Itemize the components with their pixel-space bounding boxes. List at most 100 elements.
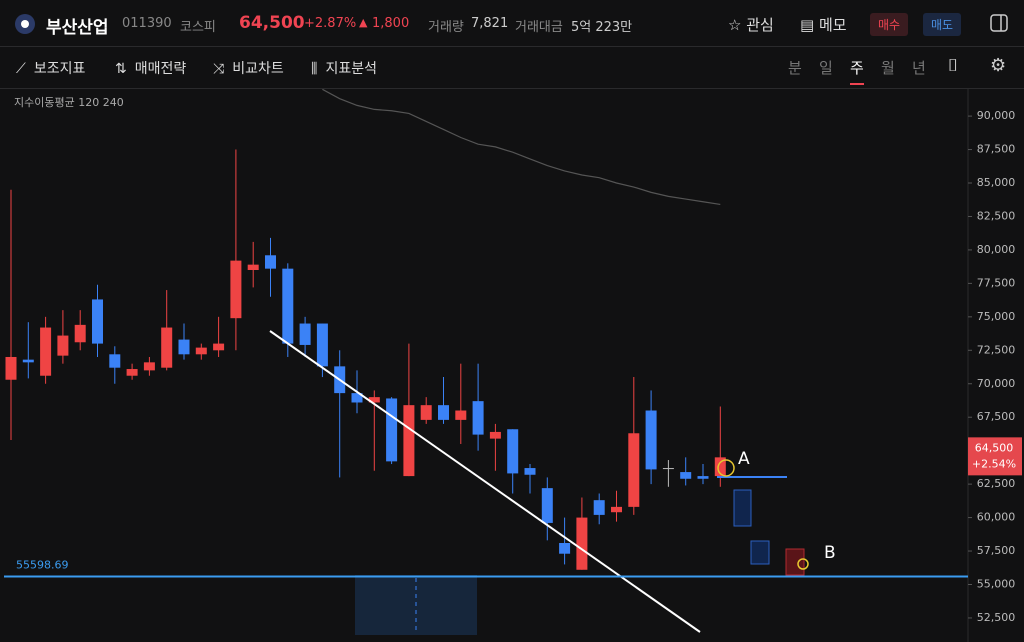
candle-body — [524, 468, 536, 475]
sell-button[interactable]: 매도 — [923, 13, 962, 36]
tool-label: 보조지표 — [33, 61, 86, 77]
y-tick-label: 67,500 — [977, 410, 1016, 423]
candle-body — [282, 268, 294, 344]
period-tab[interactable]: 일 — [819, 59, 833, 77]
period-tab[interactable]: 분 — [788, 59, 802, 77]
tool-label: 지표분석 — [325, 61, 377, 77]
horizontal-line-label: 55598.69 — [16, 558, 69, 571]
candle-body — [455, 410, 467, 420]
candle-body — [472, 401, 484, 435]
candle-body — [230, 260, 242, 319]
candle-body — [40, 327, 52, 376]
chart: 지수이동평균 120 240 52,500 55,000 57,500 60,000 6… — [4, 89, 1022, 642]
logo — [15, 14, 35, 34]
header: 부산산업 011390 코스피 64,500 +2.87% ▲ 1,800 거래… — [0, 0, 1024, 47]
candle-body — [57, 335, 69, 356]
candle-body — [22, 359, 34, 363]
volume: 7,821 — [471, 16, 509, 31]
amount-label: 거래대금 — [515, 20, 563, 35]
watch-label: 관심 — [746, 16, 774, 34]
candle-body — [714, 457, 726, 477]
y-tick-label: 72,500 — [977, 343, 1016, 356]
market: 코스피 — [180, 20, 216, 35]
candle-body — [178, 339, 190, 355]
candle-body — [559, 543, 571, 554]
tool-icon: ⇅ — [115, 61, 127, 77]
candle-body — [5, 356, 17, 380]
candle-body — [126, 369, 138, 376]
candle-body — [161, 327, 173, 368]
tool-icon: ⟋ — [16, 61, 26, 77]
tool-icon: ⫼ — [311, 61, 318, 77]
y-tick-label: 80,000 — [977, 243, 1016, 256]
annotation: B — [824, 543, 836, 563]
tool-icon: ⤨ — [213, 61, 225, 77]
y-tick-label: 90,000 — [977, 109, 1016, 122]
candle-body — [507, 429, 519, 474]
y-tick-label: 75,000 — [977, 310, 1016, 323]
y-tick-label: 70,000 — [977, 377, 1016, 390]
candle-body — [299, 323, 311, 345]
price: 64,500 — [239, 13, 305, 33]
candle-body — [438, 405, 449, 420]
memo-button[interactable]: ▤ 메모 — [800, 16, 847, 34]
period-tab[interactable]: 주 — [850, 57, 864, 85]
tool-button[interactable]: ⟋ 보조지표 — [16, 58, 85, 78]
tool-label: 매매전략 — [134, 61, 187, 77]
tool-button[interactable]: ⫼ 지표분석 — [311, 58, 377, 78]
settings-button[interactable]: ⚙ — [990, 55, 1007, 76]
price-badge-label: 64,500 — [975, 441, 1014, 454]
candle-body — [265, 255, 276, 269]
point-marker — [797, 558, 809, 570]
buy-button[interactable]: 매수 — [870, 13, 909, 36]
y-tick-label: 82,500 — [977, 209, 1016, 222]
y-tick-label: 62,500 — [977, 477, 1016, 490]
tool-label: 비교차트 — [232, 61, 284, 77]
zone-box — [750, 540, 770, 565]
zone-box — [733, 489, 752, 527]
period-tab[interactable]: 월 — [881, 59, 895, 77]
stock-name: 부산산업 — [46, 18, 109, 38]
screenshot-button[interactable]: ⌷ — [948, 56, 959, 76]
candle-body — [541, 488, 553, 523]
candle-body — [662, 468, 674, 470]
tool-button[interactable]: ⇅ 매매전략 — [115, 58, 186, 78]
zone-box — [785, 548, 805, 576]
panel-button[interactable] — [990, 14, 1008, 32]
period-tab[interactable]: 년 — [912, 59, 926, 77]
candle-body — [611, 506, 622, 513]
candle-body — [74, 324, 86, 343]
stock-code: 011390 — [122, 16, 172, 31]
price-badge — [968, 437, 1022, 476]
candle-body — [247, 264, 259, 270]
toolbar: ⟋ 보조지표 ⇅ 매매전략 ⤨ 비교차트 ⫼ 지표분석 분 일 주 월 년 ⌷ ⚙ — [0, 47, 1024, 89]
point-marker — [717, 459, 735, 477]
candle-body — [420, 405, 432, 420]
candle-body — [593, 500, 605, 515]
indicator-label: 지수이동평균 120 240 — [14, 96, 124, 109]
change: 1,800 — [372, 16, 410, 31]
candle-body — [213, 343, 225, 351]
candle-body — [489, 431, 501, 439]
price-badge-change: +2.54% — [972, 457, 1016, 470]
moving-average — [322, 89, 721, 206]
y-tick-label: 55,000 — [977, 577, 1016, 590]
candle-body — [680, 472, 692, 479]
candle-body — [143, 362, 155, 371]
y-tick-label: 77,500 — [977, 276, 1016, 289]
candle-body — [386, 398, 398, 462]
y-tick-label: 52,500 — [977, 611, 1016, 624]
tool-button[interactable]: ⤨ 비교차트 — [213, 58, 284, 78]
change-pct: +2.87% — [304, 16, 357, 31]
volume-label: 거래량 — [428, 20, 464, 35]
candle-body — [697, 476, 709, 479]
y-tick-label: 57,500 — [977, 544, 1016, 557]
y-tick-label: 60,000 — [977, 511, 1016, 524]
up-arrow: ▲ — [359, 16, 368, 29]
candle-body — [316, 323, 328, 367]
watch-button[interactable]: ☆ 관심 — [728, 16, 774, 34]
candle-body — [628, 433, 640, 507]
trend-line — [269, 330, 701, 633]
candle-body — [645, 410, 657, 470]
